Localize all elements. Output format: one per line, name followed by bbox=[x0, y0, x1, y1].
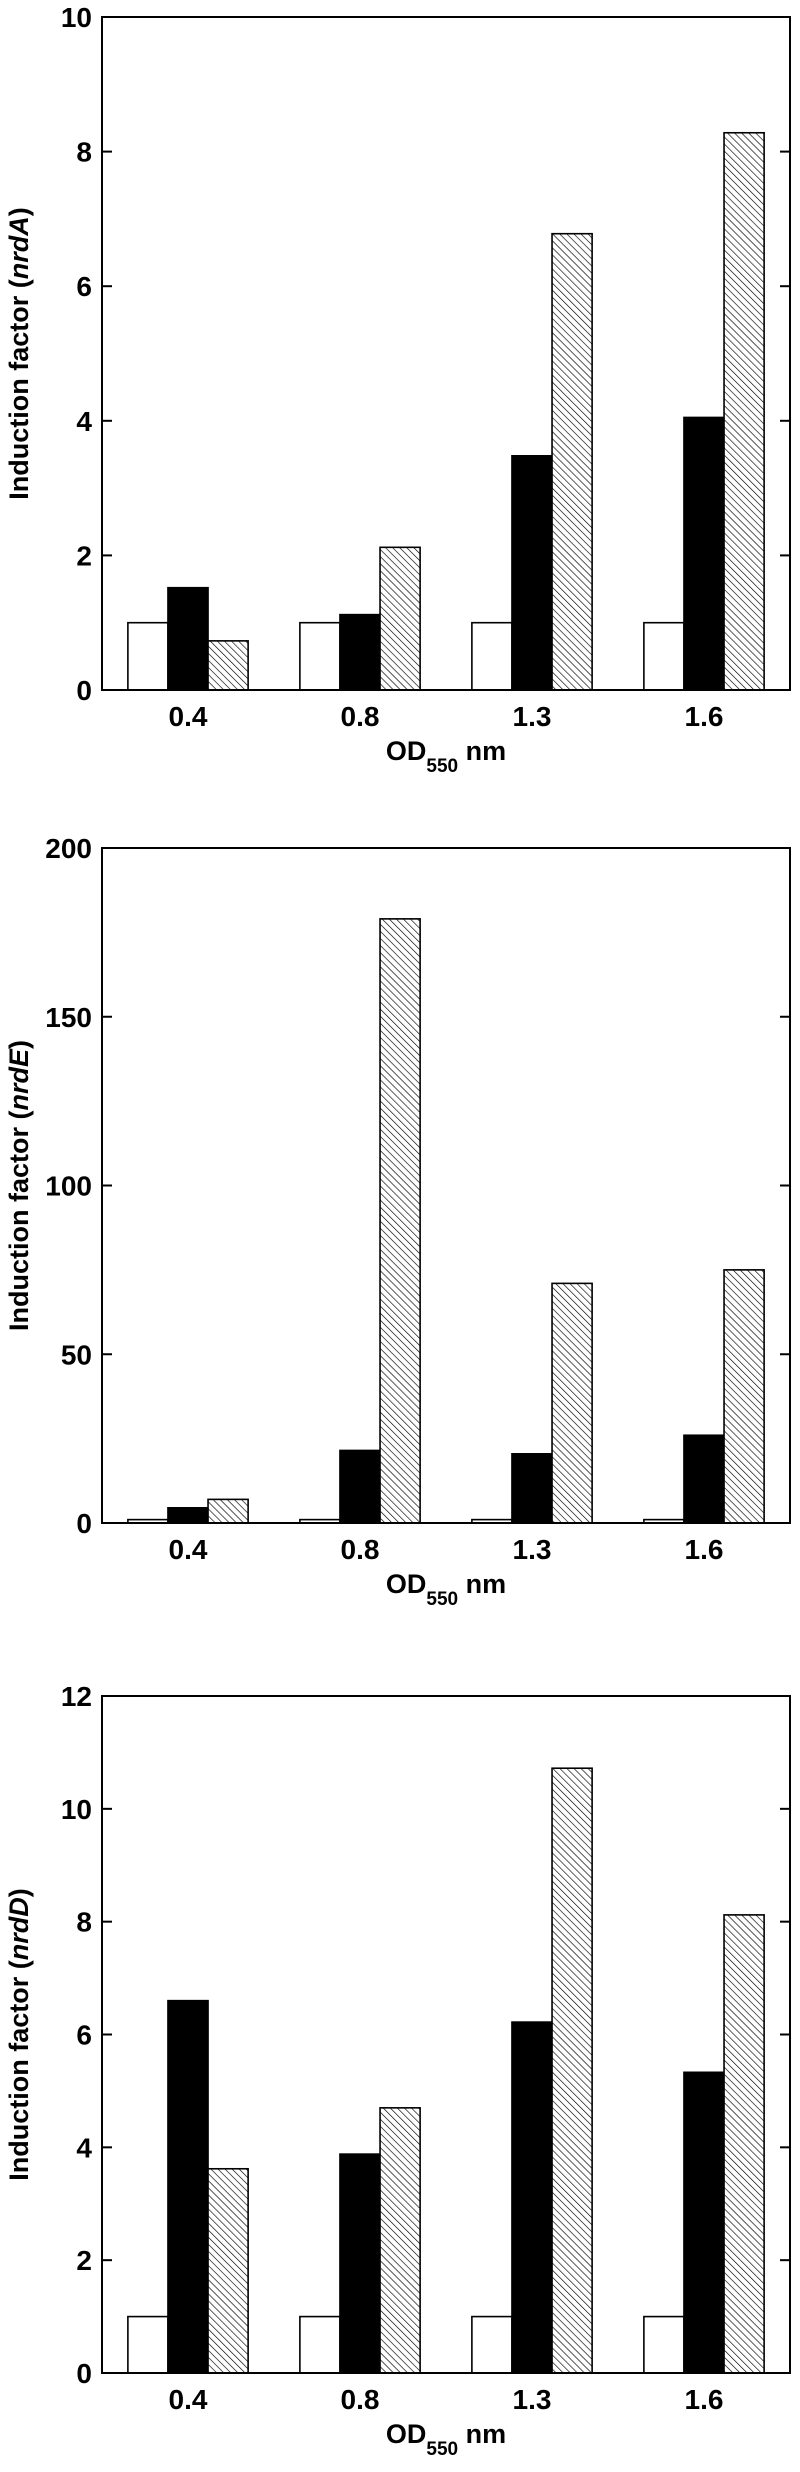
x-tick-label: 0.8 bbox=[341, 2384, 380, 2415]
y-tick-label: 100 bbox=[45, 1171, 92, 1202]
y-tick-label: 0 bbox=[76, 2358, 92, 2389]
bar-black-1.3 bbox=[511, 1453, 553, 1524]
y-axis-label: Induction factor (nrdD) bbox=[4, 1888, 34, 2180]
bar-hatched-0.4 bbox=[207, 2167, 249, 2374]
y-axis-ticks: 0 2 4 6 8 10 bbox=[61, 2, 790, 706]
y-tick-label: 8 bbox=[76, 1907, 92, 1938]
x-tick-label: 0.4 bbox=[169, 701, 208, 732]
y-tick-label: 0 bbox=[76, 675, 92, 706]
bar-white-1.6 bbox=[643, 2315, 685, 2374]
x-axis-ticks: 0.4 0.8 1.3 1.6 bbox=[169, 701, 724, 732]
bar-hatched-1.3 bbox=[551, 1767, 593, 2374]
x-axis-label: OD550 nm bbox=[386, 1569, 506, 1610]
bar-black-1.6 bbox=[683, 416, 725, 691]
y-axis-ticks: 0 2 4 6 8 10 12 bbox=[61, 1681, 790, 2389]
bar-black-0.8 bbox=[339, 613, 381, 691]
y-tick-label: 4 bbox=[76, 406, 92, 437]
y-tick-label: 4 bbox=[76, 2132, 92, 2163]
y-tick-label: 6 bbox=[76, 271, 92, 302]
bar-hatched-0.8 bbox=[379, 2107, 421, 2374]
y-tick-label: 2 bbox=[76, 2245, 92, 2276]
bar-white-1.3 bbox=[471, 2315, 513, 2374]
x-tick-label: 1.6 bbox=[685, 1534, 724, 1565]
x-axis-label: OD550 nm bbox=[386, 2419, 506, 2460]
bar-white-0.4 bbox=[127, 621, 169, 691]
bar-hatched-1.3 bbox=[551, 232, 593, 691]
bar-black-0.8 bbox=[339, 1449, 381, 1524]
bar-black-0.4 bbox=[167, 1999, 209, 2374]
y-tick-label: 10 bbox=[61, 2, 92, 33]
x-axis-ticks: 0.4 0.8 1.3 1.6 bbox=[169, 2384, 724, 2415]
bar-black-1.3 bbox=[511, 2021, 553, 2374]
bar-hatched-0.8 bbox=[379, 546, 421, 691]
y-tick-label: 10 bbox=[61, 1794, 92, 1825]
bar-hatched-0.8 bbox=[379, 918, 421, 1524]
x-tick-label: 1.3 bbox=[513, 701, 552, 732]
y-tick-label: 6 bbox=[76, 2020, 92, 2051]
y-tick-label: 8 bbox=[76, 137, 92, 168]
x-axis-label: OD550 nm bbox=[386, 736, 506, 777]
bar-hatched-1.3 bbox=[551, 1282, 593, 1524]
y-tick-label: 0 bbox=[76, 1508, 92, 1539]
bar-hatched-0.4 bbox=[207, 640, 249, 691]
plot-frame bbox=[101, 16, 791, 691]
bar-black-0.8 bbox=[339, 2153, 381, 2374]
bar-black-1.6 bbox=[683, 2071, 725, 2374]
y-tick-label: 200 bbox=[45, 833, 92, 864]
x-tick-label: 0.8 bbox=[341, 701, 380, 732]
bar-white-1.3 bbox=[471, 621, 513, 691]
x-axis-ticks: 0.4 0.8 1.3 1.6 bbox=[169, 1534, 724, 1565]
x-tick-label: 1.3 bbox=[513, 2384, 552, 2415]
bar-black-1.6 bbox=[683, 1434, 725, 1524]
bar-white-0.4 bbox=[127, 2315, 169, 2374]
y-axis-label: Induction factor (nrdA) bbox=[4, 207, 34, 499]
bar-white-0.8 bbox=[299, 2315, 341, 2374]
bar-hatched-1.6 bbox=[723, 131, 765, 691]
x-tick-label: 1.6 bbox=[685, 2384, 724, 2415]
bar-hatched-1.6 bbox=[723, 1914, 765, 2374]
y-tick-label: 50 bbox=[61, 1339, 92, 1370]
bars-group bbox=[127, 1767, 765, 2374]
bar-black-1.3 bbox=[511, 454, 553, 691]
y-tick-label: 12 bbox=[61, 1681, 92, 1712]
x-tick-label: 1.6 bbox=[685, 701, 724, 732]
chart-panel-nrdA: 0 2 4 6 8 10 0.4 0.8 1.3 1.6 Induction factor (n… bbox=[4, 2, 791, 777]
bar-hatched-1.6 bbox=[723, 1269, 765, 1524]
y-tick-label: 150 bbox=[45, 1002, 92, 1033]
x-tick-label: 1.3 bbox=[513, 1534, 552, 1565]
bar-white-0.8 bbox=[299, 621, 341, 691]
bars-group bbox=[127, 918, 765, 1524]
plot-frame bbox=[101, 847, 791, 1524]
y-axis-label: Induction factor (nrdE) bbox=[4, 1040, 34, 1331]
chart-panel-nrdD: 0 2 4 6 8 10 12 0.4 0.8 1.3 1.6 Induction factor … bbox=[4, 1681, 791, 2460]
y-axis-ticks: 0 50 100 150 200 bbox=[45, 833, 790, 1539]
x-tick-label: 0.4 bbox=[169, 1534, 208, 1565]
chart-panel-nrdE: 0 50 100 150 200 0.4 0.8 1.3 1.6 Induction fact… bbox=[4, 833, 791, 1610]
bar-black-0.4 bbox=[167, 1507, 209, 1524]
x-tick-label: 0.4 bbox=[169, 2384, 208, 2415]
bar-hatched-0.4 bbox=[207, 1498, 249, 1524]
bar-black-0.4 bbox=[167, 586, 209, 691]
y-tick-label: 2 bbox=[76, 540, 92, 571]
x-tick-label: 0.8 bbox=[341, 1534, 380, 1565]
bar-white-1.6 bbox=[643, 621, 685, 691]
bars-group bbox=[127, 131, 765, 691]
